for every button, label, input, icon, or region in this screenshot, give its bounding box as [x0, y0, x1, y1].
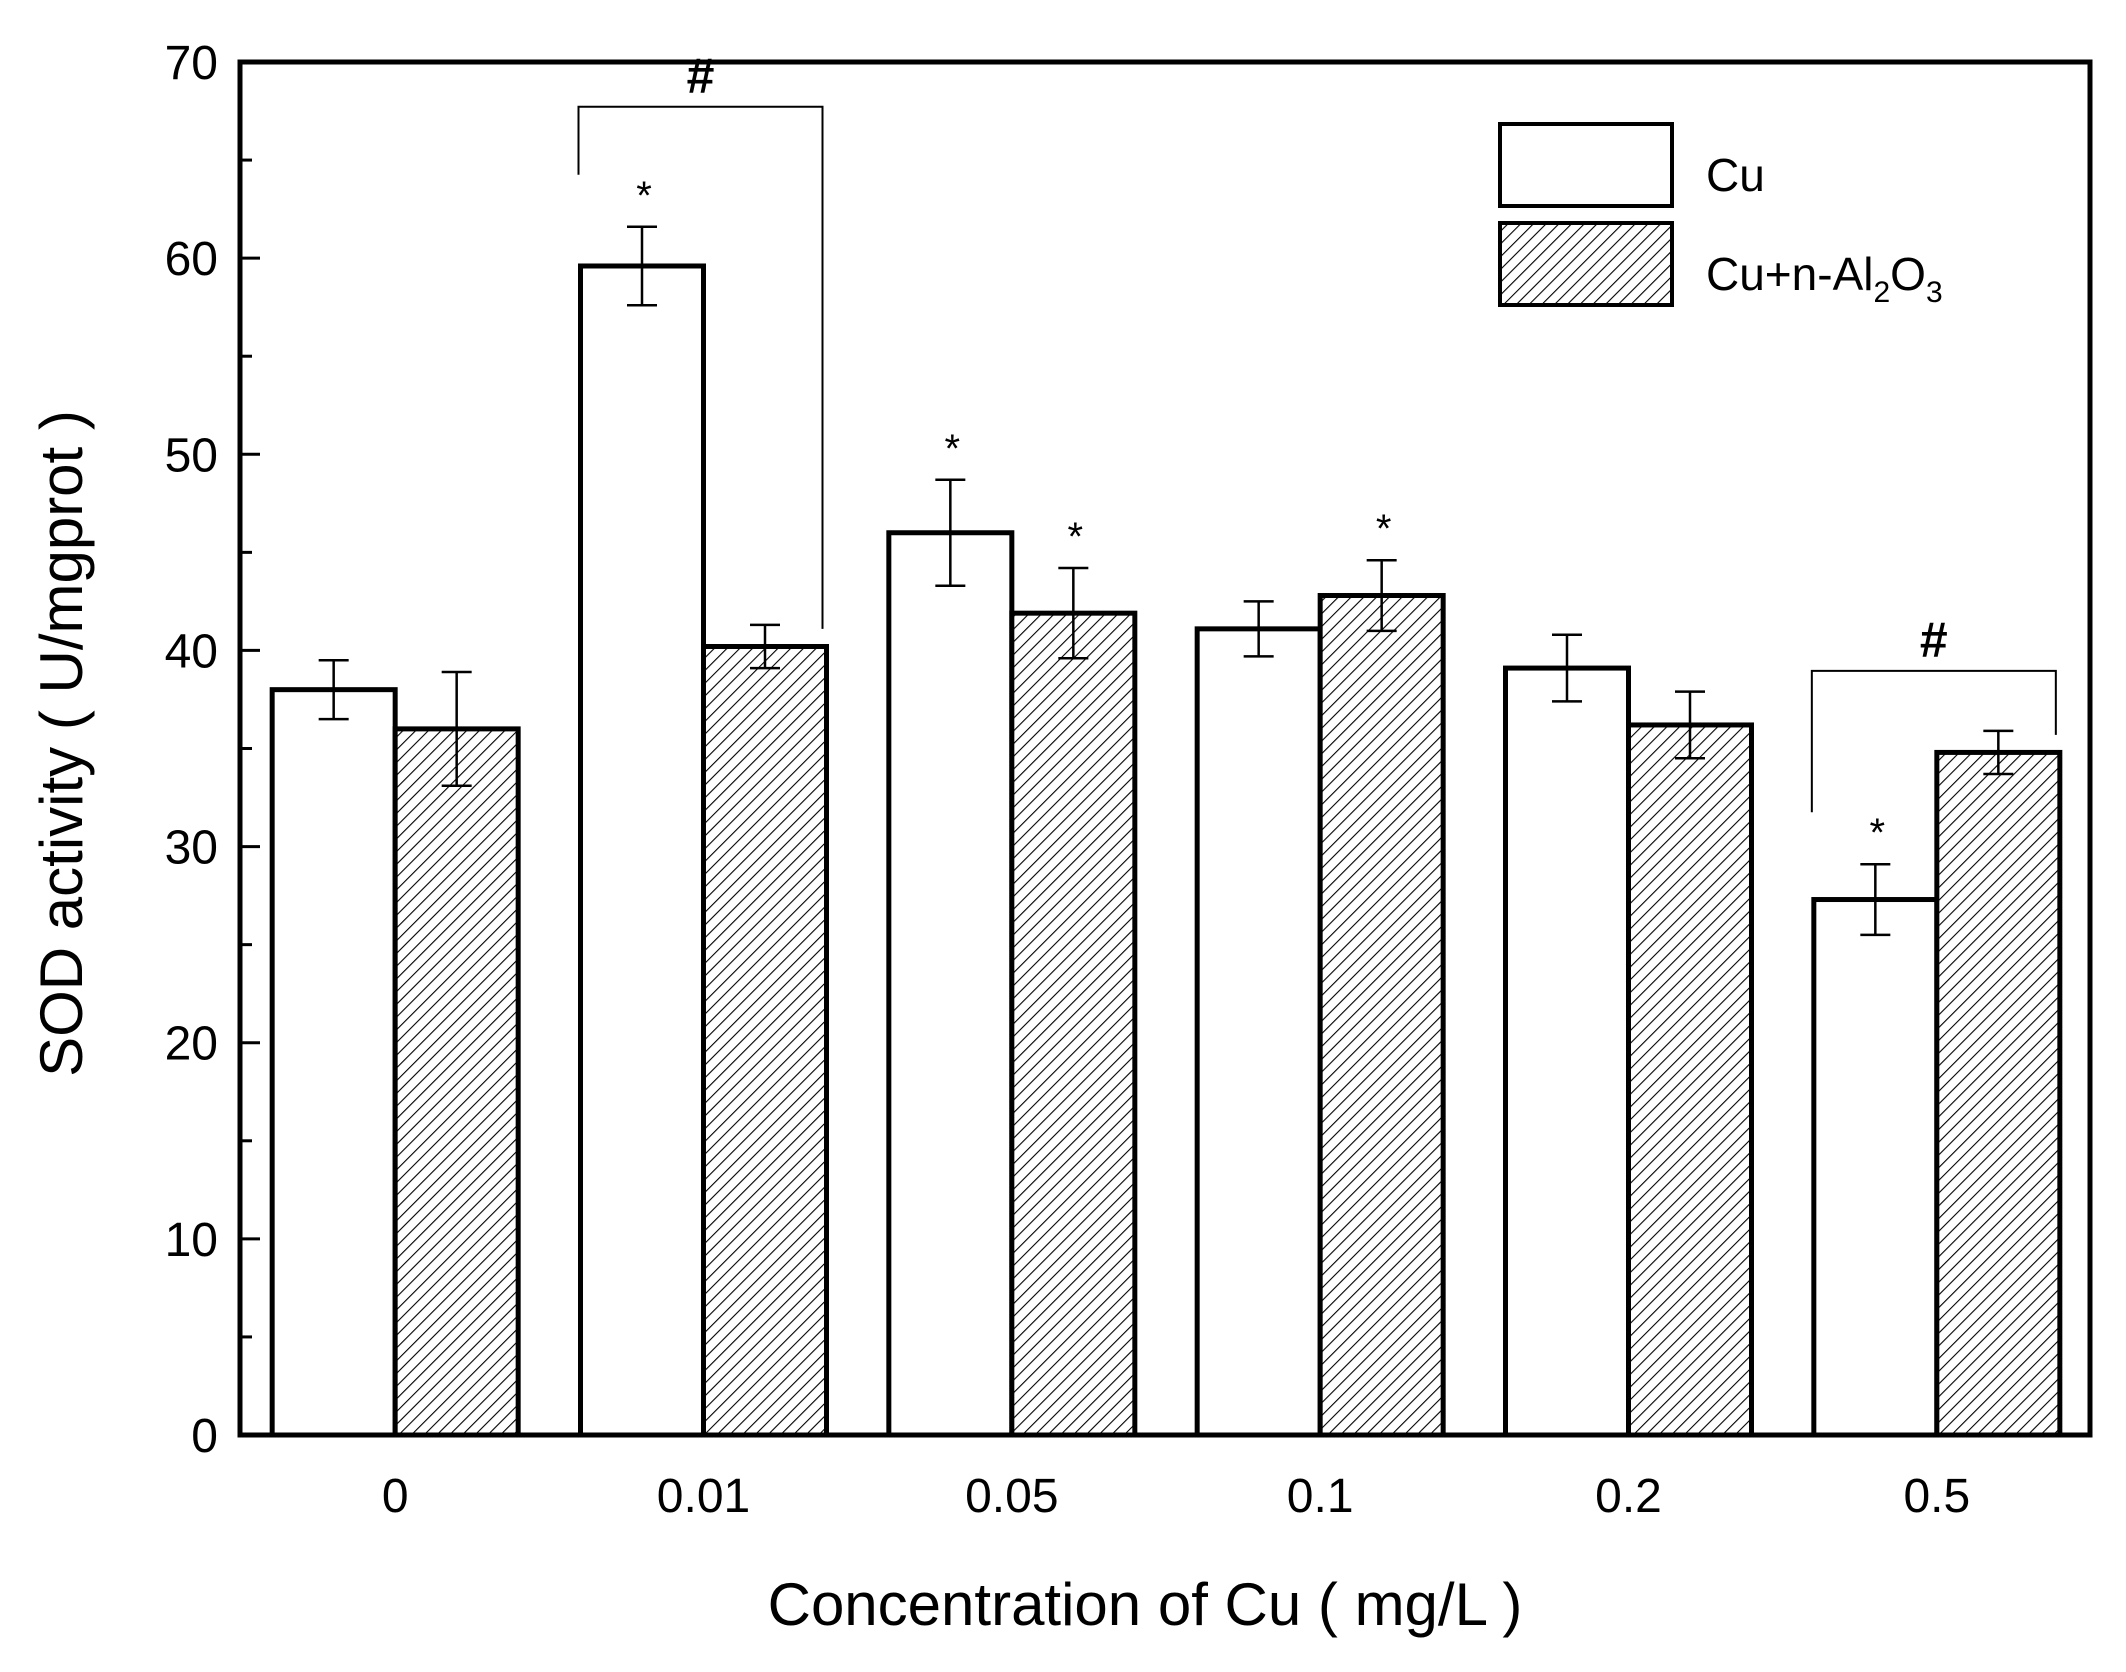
legend-swatch-cu-al2o3	[1498, 221, 1674, 307]
significance-bracket	[577, 105, 824, 629]
bar-cu	[1194, 626, 1323, 1438]
legend-label-main: Cu+n-Al	[1706, 248, 1873, 300]
bar-cu-al2o3	[1626, 722, 1754, 1438]
significance-star: *	[1870, 811, 1886, 855]
x-axis: 0 0.01 0.05 0.1 0.2 0.5	[382, 1470, 1970, 1523]
bar-cu-al2o3	[392, 726, 521, 1438]
bar-cu	[578, 263, 706, 1438]
x-tick-label: 0	[382, 1470, 409, 1523]
x-axis-title: Concentration of Cu ( mg/L )	[768, 1571, 1523, 1638]
y-tick-label: 10	[165, 1214, 218, 1267]
bar-cu	[1811, 897, 1940, 1438]
significance-hash: #	[1920, 612, 1948, 668]
x-tick-label: 0.05	[965, 1470, 1058, 1523]
bars-layer	[269, 263, 2063, 1438]
x-tick-label: 0.5	[1903, 1470, 1970, 1523]
legend: Cu Cu+n-Al2O3	[1498, 122, 1943, 309]
bar-cu	[269, 687, 398, 1438]
bar-cu	[1503, 665, 1631, 1438]
significance-star: *	[1068, 515, 1084, 559]
significance-star: *	[1376, 507, 1392, 551]
legend-label-o: O	[1890, 248, 1926, 300]
y-tick-label: 50	[165, 429, 218, 482]
legend-label-cu-al2o3: Cu+n-Al2O3	[1706, 248, 1943, 309]
legend-label-sub-2: 2	[1873, 276, 1890, 309]
y-axis: 0 10 20 30 40 50 60 70	[165, 37, 260, 1463]
y-tick-label: 70	[165, 37, 218, 90]
bar-cu-al2o3	[1934, 749, 2063, 1438]
y-axis-title: SOD activity ( U/mgprot )	[28, 410, 95, 1077]
y-tick-label: 60	[165, 233, 218, 286]
significance-layer: * * * * * # #	[577, 48, 2057, 855]
x-tick-label: 0.1	[1287, 1470, 1354, 1523]
significance-star: *	[636, 174, 652, 218]
bar-cu	[886, 530, 1015, 1438]
significance-hash: #	[687, 48, 715, 104]
significance-star: *	[945, 427, 961, 471]
bar-cu-al2o3	[1317, 593, 1446, 1438]
legend-label-sub-3: 3	[1926, 276, 1943, 309]
y-tick-label: 30	[165, 822, 218, 875]
x-tick-label: 0.2	[1595, 1470, 1662, 1523]
bar-cu-al2o3	[701, 644, 829, 1438]
legend-label-cu: Cu	[1706, 149, 1765, 201]
error-bars-layer	[318, 225, 2014, 937]
y-tick-label: 20	[165, 1018, 218, 1071]
legend-swatch-cu	[1498, 122, 1674, 208]
x-tick-label: 0.01	[657, 1470, 750, 1523]
y-tick-label: 0	[191, 1410, 218, 1463]
y-tick-label: 40	[165, 625, 218, 678]
bar-cu-al2o3	[1009, 610, 1138, 1438]
significance-bracket	[1810, 669, 2057, 813]
